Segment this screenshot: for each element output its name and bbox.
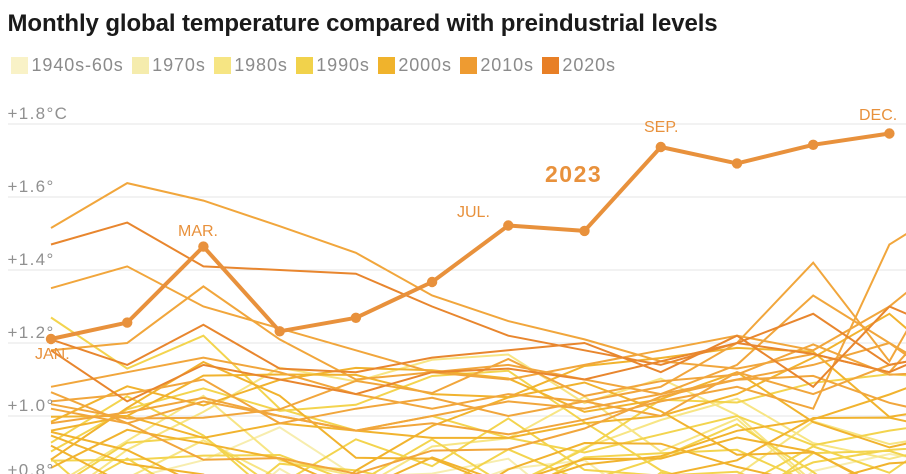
svg-text:JAN.: JAN.	[35, 346, 70, 363]
svg-text:+1.2°: +1.2°	[8, 323, 55, 342]
svg-text:+1.0°: +1.0°	[8, 396, 55, 415]
svg-text:JUL.: JUL.	[457, 204, 490, 221]
svg-text:+1.4°: +1.4°	[8, 250, 55, 269]
svg-text:DEC.: DEC.	[859, 107, 897, 124]
svg-text:MAR.: MAR.	[178, 223, 218, 240]
svg-text:+1.8°C: +1.8°C	[8, 104, 69, 123]
svg-text:SEP.: SEP.	[644, 119, 678, 136]
svg-text:+1.6°: +1.6°	[8, 177, 55, 196]
svg-text:+0.8°: +0.8°	[8, 461, 55, 474]
svg-text:2023: 2023	[545, 161, 602, 187]
